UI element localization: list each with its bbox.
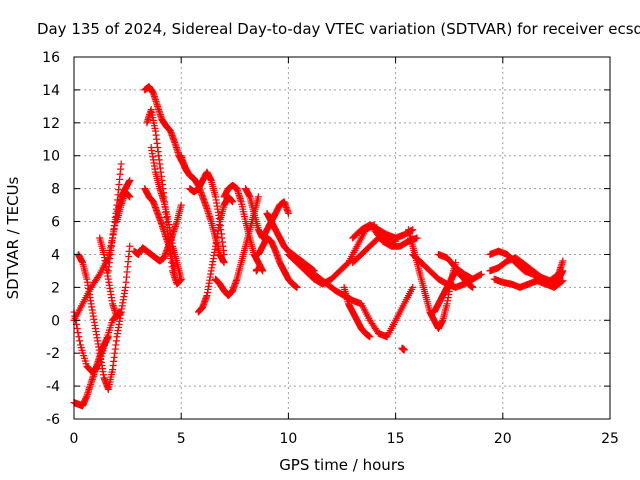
x-tick-label: 25 — [601, 431, 619, 447]
data-point — [117, 160, 125, 168]
data-point — [126, 176, 134, 184]
data-point — [126, 242, 134, 250]
data-point — [74, 329, 82, 337]
x-tick-label: 10 — [279, 431, 297, 447]
data-points-layer — [70, 83, 567, 410]
series-arc-ad — [434, 250, 477, 283]
data-point — [259, 267, 267, 275]
series-arc-l — [147, 144, 185, 283]
y-tick-label: 4 — [51, 247, 60, 263]
series-arc-ah — [398, 344, 408, 354]
ticks-layer: 0 5 10 15 20 25 -6 -4 -2 0 2 4 6 8 10 12 14 16 — [42, 50, 619, 447]
grid-layer — [74, 57, 610, 419]
data-point — [220, 250, 228, 258]
y-tick-label: -2 — [46, 346, 60, 362]
data-point — [469, 275, 477, 283]
data-point — [559, 277, 567, 285]
series-arc-w — [340, 283, 374, 341]
data-point — [409, 283, 417, 291]
plot-frame — [73, 56, 611, 420]
data-point — [220, 259, 228, 267]
data-point — [284, 209, 292, 217]
series-arc-k — [141, 185, 179, 275]
data-point — [229, 198, 237, 206]
data-point — [253, 265, 261, 273]
data-point — [126, 193, 134, 201]
y-tick-label: 0 — [51, 313, 60, 329]
series-arc-q — [220, 181, 267, 275]
data-point — [293, 283, 301, 291]
data-point — [476, 271, 484, 279]
series-arc-ai — [252, 265, 261, 275]
x-tick-label: 20 — [494, 431, 512, 447]
y-tick-label: -4 — [46, 379, 60, 395]
x-tick-label: 0 — [70, 431, 79, 447]
data-point — [413, 234, 421, 242]
series-arc-aa — [404, 226, 460, 332]
series-arc-o — [194, 193, 237, 316]
y-tick-label: 12 — [42, 116, 60, 132]
y-tick-label: 10 — [42, 149, 60, 165]
y-axis-label: SDTVAR / TECUs — [4, 176, 22, 299]
data-point — [104, 333, 112, 341]
data-point — [469, 283, 477, 291]
data-point — [75, 333, 83, 341]
data-point — [558, 278, 566, 286]
y-tick-label: 2 — [51, 280, 60, 296]
x-tick-label: 15 — [387, 431, 405, 447]
y-tick-label: -6 — [46, 412, 60, 428]
data-point — [76, 337, 84, 345]
series-arc-g — [113, 188, 134, 226]
data-point — [73, 325, 81, 332]
data-point — [477, 270, 485, 278]
data-point — [468, 275, 476, 283]
x-axis-label: GPS time / hours — [279, 456, 405, 474]
y-tick-label: 16 — [42, 50, 60, 66]
data-point — [95, 272, 103, 280]
series-arc-af — [486, 254, 567, 285]
series-arc-e — [96, 234, 134, 321]
data-point — [177, 201, 185, 209]
series-arc-v — [306, 267, 417, 341]
data-point — [559, 257, 567, 265]
data-point — [254, 193, 262, 201]
y-tick-label: 6 — [51, 215, 60, 231]
data-point — [400, 346, 408, 354]
y-tick-label: 8 — [51, 182, 60, 198]
x-tick-label: 5 — [177, 431, 186, 447]
data-point — [177, 275, 185, 283]
series-arc-ag — [490, 275, 567, 291]
y-tick-label: 14 — [42, 83, 60, 99]
chart-title: Day 135 of 2024, Sidereal Day-to-day VTE… — [37, 20, 640, 38]
series-arc-s — [254, 234, 301, 291]
series-arc-c — [74, 250, 125, 393]
data-point — [366, 333, 374, 341]
